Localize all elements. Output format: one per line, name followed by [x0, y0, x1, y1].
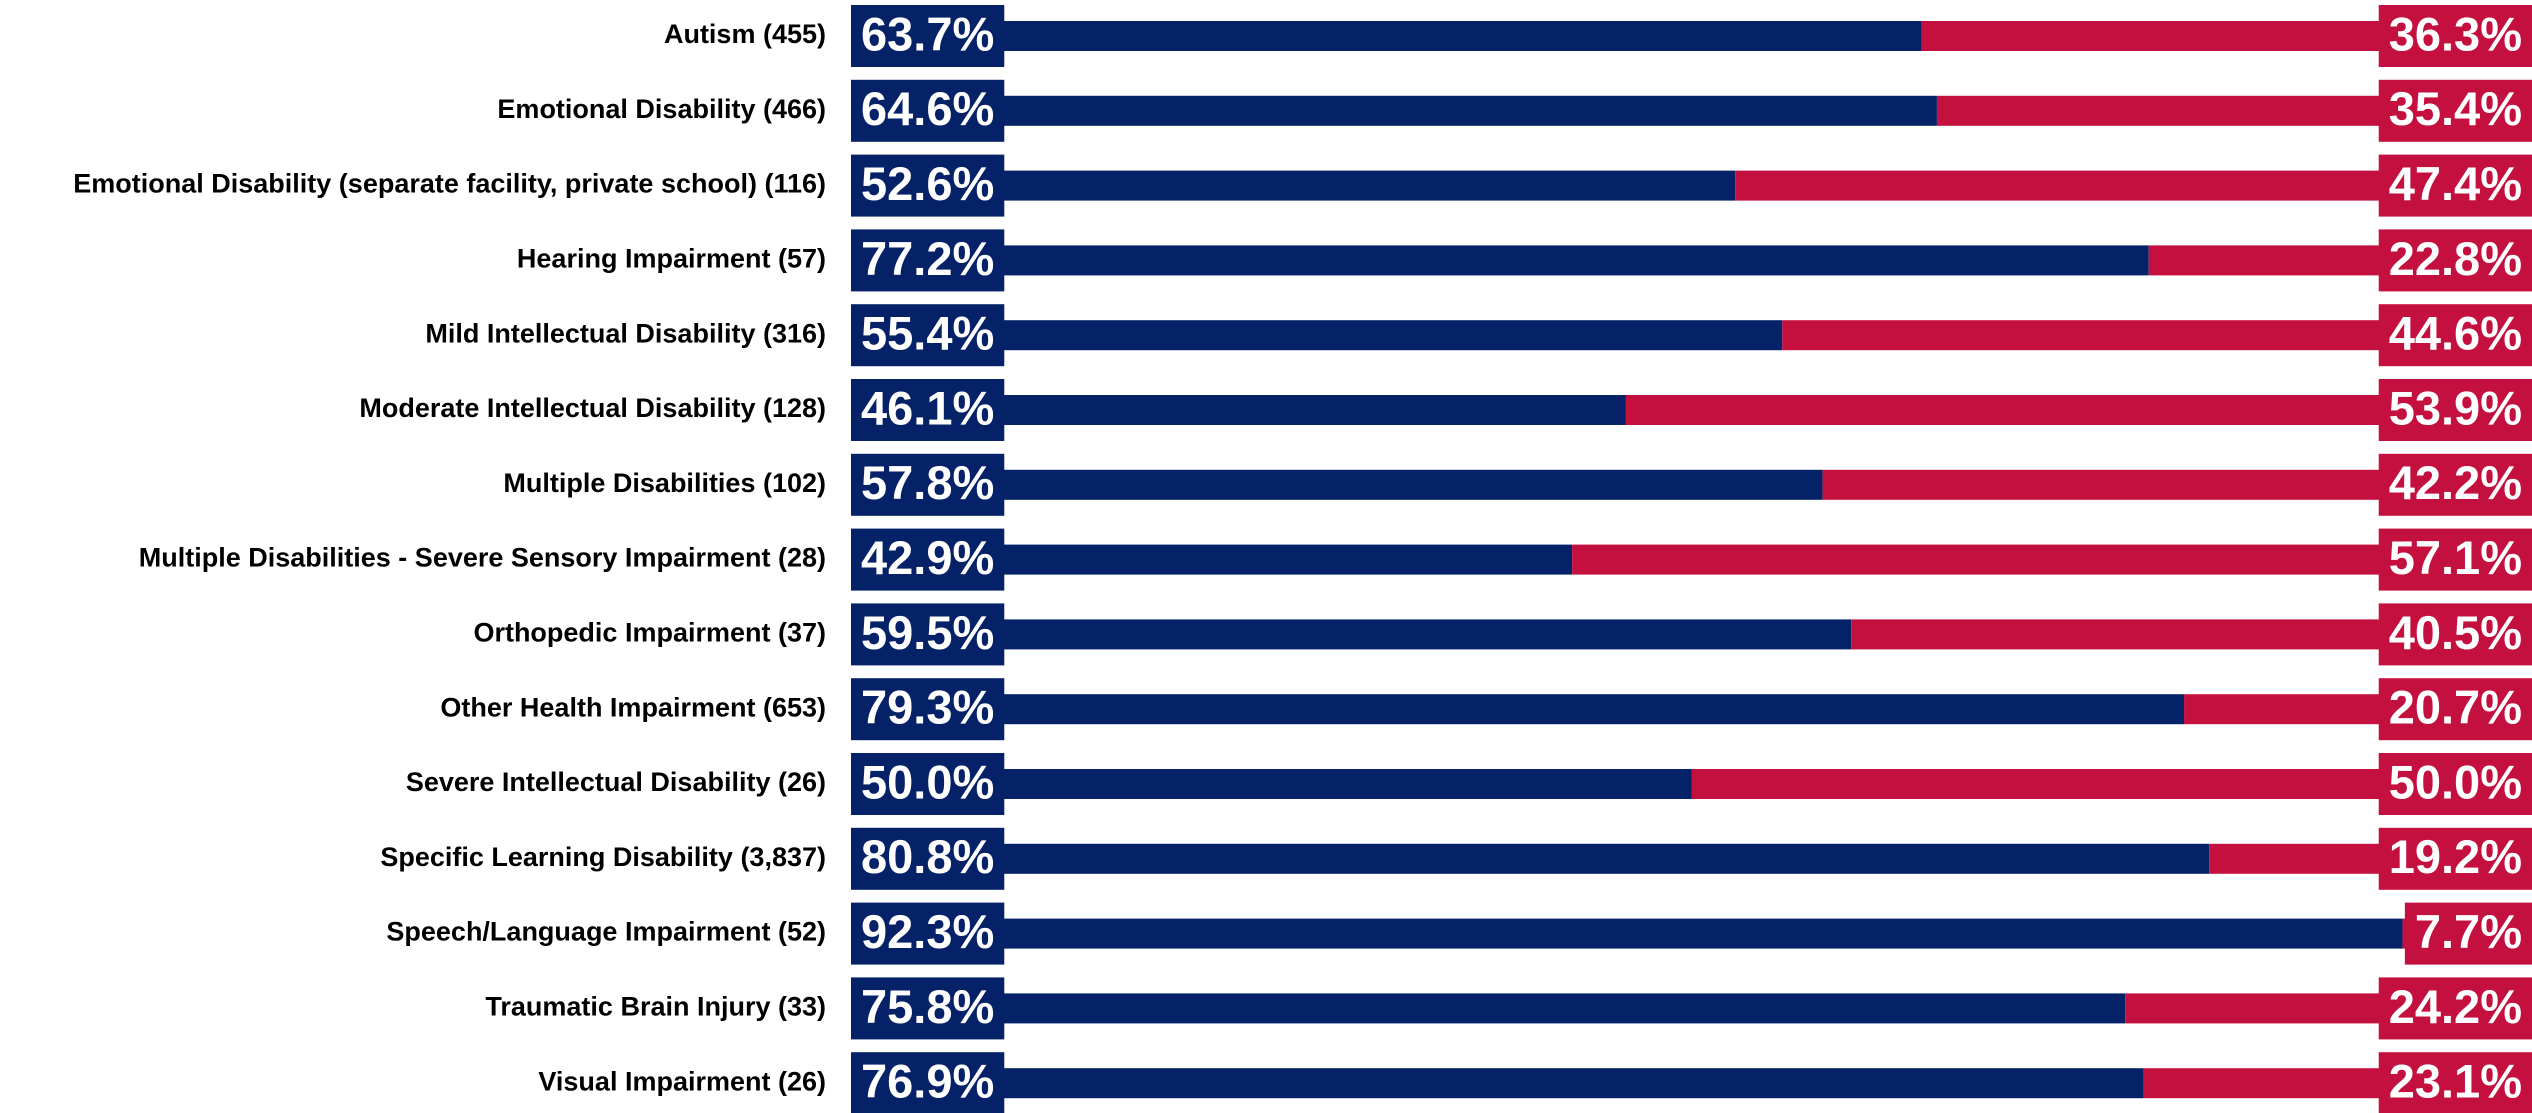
category-label: Other Health Impairment (653) [440, 692, 826, 722]
value-label: 42.2% [2389, 456, 2522, 509]
value-label-box [851, 5, 1005, 67]
value-label: 46.1% [861, 381, 994, 434]
category-label: Multiple Disabilities - Severe Sensory I… [139, 543, 826, 573]
category-label: Orthopedic Impairment (37) [473, 618, 826, 648]
category-label: Emotional Disability (separate facility,… [73, 169, 826, 199]
bar-segment [851, 245, 2149, 276]
value-label-box [851, 1052, 1005, 1113]
category-label: Emotional Disability (466) [497, 94, 826, 124]
value-label: 76.9% [861, 1055, 994, 1108]
value-label: 24.2% [2389, 980, 2522, 1033]
category-label: Multiple Disabilities (102) [503, 468, 826, 498]
bar-segment [851, 993, 2126, 1024]
value-label-box [2378, 753, 2532, 815]
value-label-box [2378, 453, 2532, 516]
value-label-box [2378, 5, 2532, 67]
value-label-box [851, 379, 1005, 441]
value-label-box [851, 977, 1005, 1040]
value-label-box [851, 453, 1005, 516]
category-label: Moderate Intellectual Disability (128) [359, 393, 826, 423]
value-label-box [2378, 1052, 2532, 1113]
value-label: 35.4% [2389, 82, 2522, 135]
bar-segment [851, 694, 2185, 725]
value-label: 63.7% [861, 7, 994, 60]
value-label-box [2378, 977, 2532, 1040]
value-label: 64.6% [861, 82, 994, 135]
value-label: 42.9% [861, 531, 994, 584]
value-label-box [2378, 79, 2532, 142]
value-label-box [851, 304, 1005, 367]
bar-segment [851, 320, 1783, 351]
category-label: Specific Learning Disability (3,837) [380, 842, 826, 872]
value-label: 40.5% [2389, 606, 2522, 659]
value-label-box [2378, 603, 2532, 666]
value-label: 50.0% [2389, 755, 2522, 808]
value-label: 53.9% [2389, 381, 2522, 434]
bar-segment [851, 95, 1937, 126]
value-label-box [851, 229, 1005, 292]
value-label: 57.8% [861, 456, 994, 509]
value-label: 75.8% [861, 980, 994, 1033]
value-label-box [851, 678, 1005, 741]
category-label: Visual Impairment (26) [538, 1066, 826, 1096]
value-label-box [2378, 304, 2532, 367]
value-label-box [851, 827, 1005, 890]
value-label: 57.1% [2389, 531, 2522, 584]
value-label-box [851, 528, 1005, 591]
value-label-box [2378, 379, 2532, 441]
bar-segment [851, 619, 1852, 650]
category-label: Mild Intellectual Disability (316) [425, 318, 826, 348]
value-label-box [851, 902, 1005, 965]
value-label-box [2378, 528, 2532, 591]
value-label: 79.3% [861, 681, 994, 734]
value-label: 23.1% [2389, 1055, 2522, 1108]
value-label: 50.0% [861, 755, 994, 808]
value-label: 52.6% [861, 157, 994, 210]
value-label: 92.3% [861, 905, 994, 958]
category-label: Speech/Language Impairment (52) [386, 917, 826, 947]
bar-segment [851, 469, 1823, 500]
value-label: 20.7% [2389, 681, 2522, 734]
value-label: 55.4% [861, 307, 994, 360]
value-label: 19.2% [2389, 830, 2522, 883]
value-label-box [2378, 229, 2532, 292]
value-label: 7.7% [2415, 905, 2522, 958]
category-label: Autism (455) [664, 19, 826, 49]
value-label: 36.3% [2389, 7, 2522, 60]
bar-segment [1572, 544, 2532, 575]
value-label-box [2378, 678, 2532, 741]
value-label-box [851, 753, 1005, 815]
value-label-box [851, 603, 1005, 666]
value-label-box [851, 154, 1005, 217]
bar-segment [851, 918, 2403, 949]
value-label-box [2404, 902, 2532, 965]
category-label: Hearing Impairment (57) [517, 244, 826, 274]
category-label: Severe Intellectual Disability (26) [406, 767, 826, 797]
bar-segment [851, 21, 1922, 51]
value-label: 47.4% [2389, 157, 2522, 210]
value-label-box [2378, 154, 2532, 217]
value-label: 44.6% [2389, 307, 2522, 360]
value-label: 77.2% [861, 232, 994, 285]
value-label: 80.8% [861, 830, 994, 883]
value-label-box [2378, 827, 2532, 890]
bar-segment [851, 1068, 2144, 1099]
value-label: 59.5% [861, 606, 994, 659]
value-label-box [851, 79, 1005, 142]
value-label: 22.8% [2389, 232, 2522, 285]
category-label: Traumatic Brain Injury (33) [485, 992, 826, 1022]
bar-segment [851, 843, 2210, 874]
